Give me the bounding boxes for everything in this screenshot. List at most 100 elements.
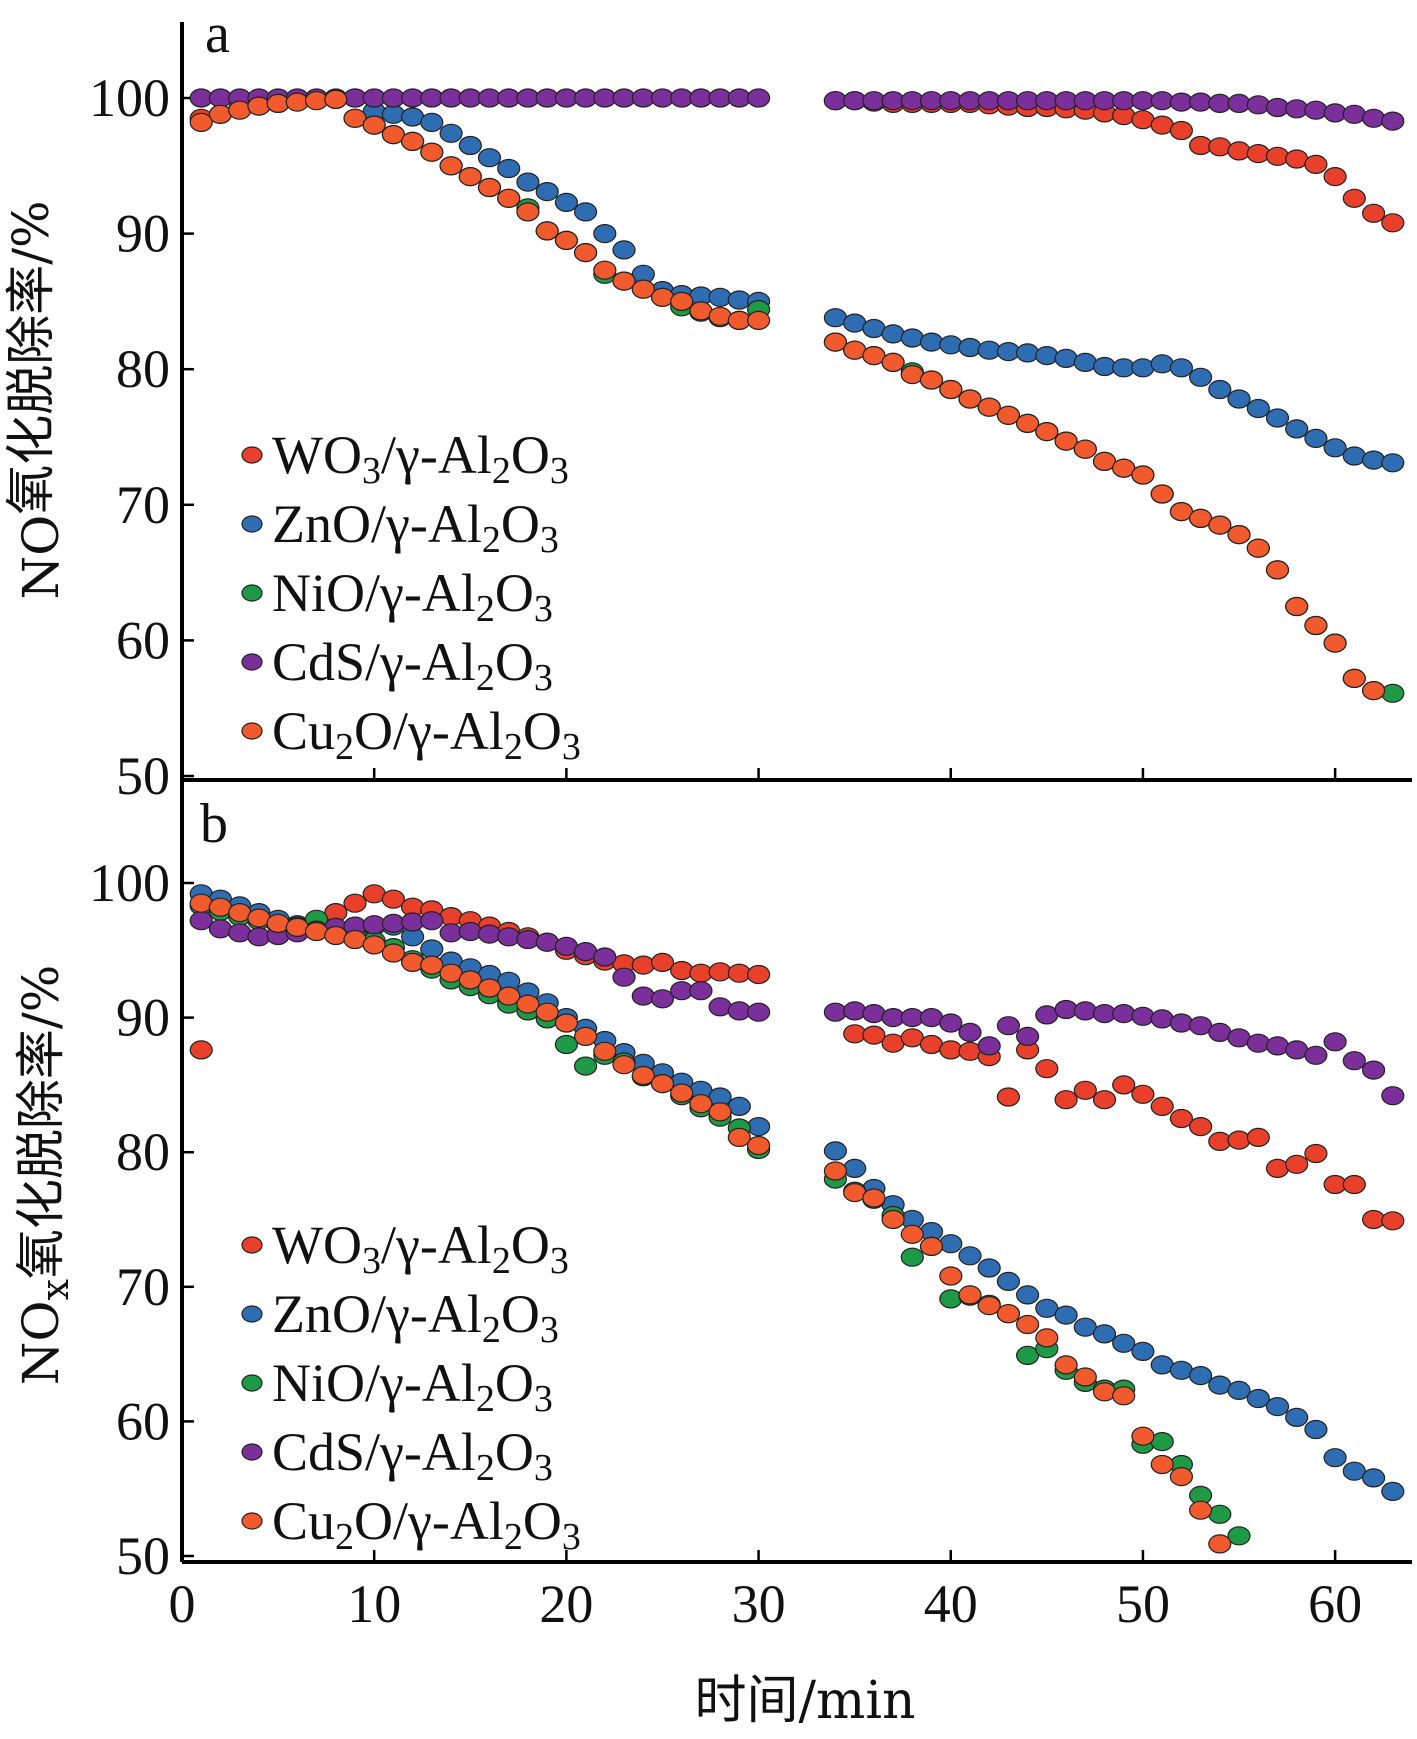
data-point: [554, 1013, 579, 1033]
data-point: [1073, 1080, 1097, 1100]
data-point: [977, 397, 1001, 417]
data-point: [1150, 1009, 1174, 1029]
data-point: [746, 964, 771, 985]
data-point: [477, 924, 502, 944]
data-point: [1227, 93, 1251, 114]
data-point: [727, 1127, 751, 1148]
data-point: [612, 271, 636, 291]
data-point: [1054, 1355, 1078, 1375]
data-point: [843, 1001, 867, 1021]
panel-a: a 50 60 70 80 90 100 WO3/γ-Al2O3ZnO/γ-Al2O3Ni…: [2, 3, 1412, 806]
legend-marker: [241, 446, 263, 464]
data-point: [1304, 1045, 1328, 1065]
data-point: [1169, 1013, 1194, 1033]
data-point: [1035, 1328, 1059, 1348]
data-point: [939, 1234, 963, 1254]
data-point: [708, 997, 732, 1017]
data-point: [497, 158, 521, 179]
data-point: [670, 1083, 694, 1103]
data-point: [208, 919, 232, 939]
panel-b-y-tick-label: 80: [116, 1122, 170, 1182]
data-point: [939, 335, 963, 355]
panel-a-y-tick-label: 70: [116, 475, 170, 535]
data-point: [516, 172, 540, 192]
data-point: [1342, 104, 1366, 124]
legend-marker: [241, 515, 263, 533]
data-point: [1361, 203, 1386, 223]
legend-marker: [241, 1305, 263, 1323]
data-point: [1188, 1365, 1213, 1386]
data-point: [189, 112, 213, 133]
data-point: [247, 96, 271, 116]
data-point: [1361, 108, 1386, 128]
data-point: [381, 913, 405, 934]
data-point: [631, 1065, 655, 1086]
data-point: [458, 970, 482, 990]
data-point: [1246, 95, 1270, 115]
data-point: [958, 389, 982, 409]
data-point: [746, 310, 771, 330]
panel-a-y-tick-label: 90: [116, 204, 170, 264]
data-point: [554, 230, 579, 250]
data-point: [996, 1271, 1021, 1292]
data-point: [881, 352, 905, 372]
data-point: [381, 104, 405, 124]
panel-a-series-1: [362, 101, 1405, 473]
data-point: [1285, 596, 1309, 617]
data-point: [1035, 422, 1059, 442]
data-point: [497, 927, 521, 947]
legend-marker: [241, 653, 263, 671]
data-point: [958, 337, 982, 358]
legend-marker: [241, 722, 263, 740]
data-point: [823, 1002, 848, 1022]
data-point: [1054, 1305, 1078, 1325]
data-point: [1092, 1324, 1117, 1344]
data-point: [708, 287, 732, 307]
data-point: [708, 962, 732, 982]
data-point: [1227, 524, 1251, 545]
data-point: [1246, 1388, 1270, 1409]
data-point: [1304, 1143, 1328, 1164]
panel-b-series-4: [189, 893, 1232, 1554]
data-point: [1015, 1026, 1040, 1047]
data-point: [1246, 398, 1270, 419]
data-point: [535, 932, 559, 952]
data-point: [458, 167, 482, 187]
legend-marker: [241, 1512, 263, 1530]
data-point: [1304, 615, 1328, 636]
data-point: [535, 182, 559, 202]
panel-b-y-axis-title: NOx氧化脱除率/%: [12, 965, 77, 1386]
data-point: [1304, 100, 1328, 120]
data-point: [1246, 1127, 1270, 1148]
data-point: [650, 1073, 675, 1094]
data-point: [304, 91, 329, 111]
data-point: [1227, 1380, 1251, 1401]
panel-b-y-tick-label: 90: [116, 988, 170, 1048]
data-point: [1285, 99, 1309, 119]
data-point: [612, 967, 636, 987]
data-point: [1304, 1419, 1328, 1440]
data-point: [381, 125, 405, 145]
data-point: [939, 379, 963, 400]
data-point: [1265, 1036, 1290, 1056]
data-point: [1035, 1005, 1059, 1025]
panel-a-y-tick-label: 80: [116, 339, 170, 399]
data-point: [958, 1022, 982, 1043]
data-point: [1381, 1211, 1405, 1231]
data-point: [708, 1102, 732, 1122]
data-point: [1131, 1084, 1155, 1104]
data-point: [266, 913, 290, 934]
data-point: [208, 897, 232, 917]
data-point: [1035, 1298, 1059, 1318]
panel-b-y-tick-label: 50: [116, 1526, 170, 1586]
data-point: [1169, 120, 1194, 141]
data-point: [1265, 1158, 1290, 1179]
data-point: [458, 135, 482, 156]
data-point: [228, 100, 252, 120]
legend-marker: [241, 1443, 263, 1461]
data-point: [670, 960, 694, 981]
data-point: [823, 308, 848, 328]
panel-b-y-tick-label: 70: [116, 1257, 170, 1317]
data-point: [1304, 428, 1328, 448]
